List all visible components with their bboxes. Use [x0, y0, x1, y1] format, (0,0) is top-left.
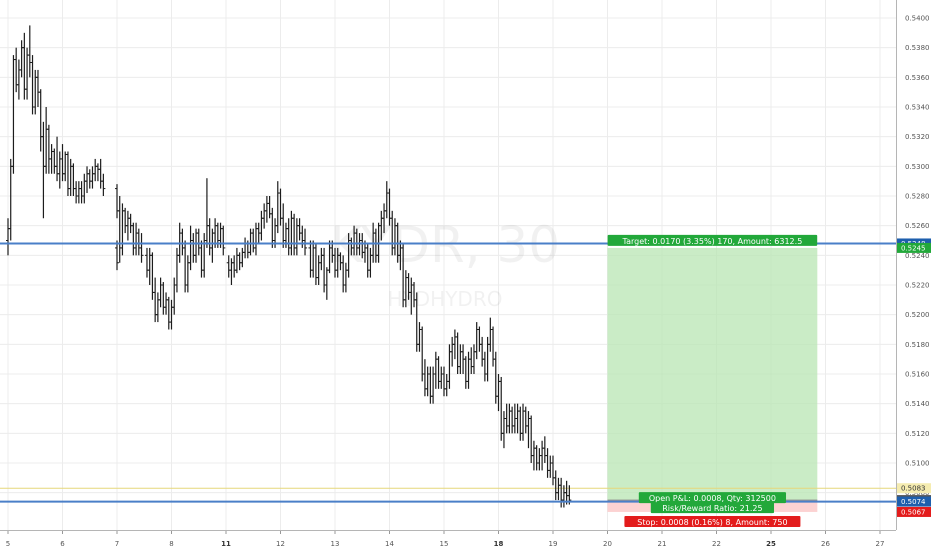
x-tick-label: 21 [658, 540, 667, 548]
y-tick-label: 0.5340 [905, 104, 930, 112]
stop-label-bg [624, 515, 801, 527]
x-tick-label: 27 [876, 540, 885, 548]
x-tick-label: 12 [276, 540, 285, 548]
y-tick-label: 0.5200 [905, 311, 930, 319]
y-tick-label: 0.5100 [905, 460, 930, 468]
position-labels: Target: 0.0170 (3.35%) 170, Amount: 6312… [607, 234, 818, 527]
target-zone[interactable] [607, 247, 818, 501]
x-tick-label: 11 [221, 540, 231, 548]
ohlc-bars [6, 25, 572, 508]
price-tag-label: 0.5074 [901, 498, 926, 506]
target-label-bg [607, 234, 818, 246]
x-tick-label: 22 [712, 540, 721, 548]
risk-reward-label-bg [650, 502, 775, 514]
y-tick-label: 0.5320 [905, 133, 930, 141]
x-tick-label: 6 [60, 540, 65, 548]
y-tick-label: 0.5260 [905, 222, 930, 230]
stop-label: Stop: 0.0008 (0.16%) 8, Amount: 750 [637, 518, 787, 527]
x-tick-label: 8 [169, 540, 173, 548]
open-pnl-label: Open P&L: 0.0008, Qty: 312500 [649, 494, 776, 503]
x-tick-label: 20 [603, 540, 612, 548]
x-tick-label: 19 [549, 540, 558, 548]
x-tick-label: 5 [6, 540, 10, 548]
target-label: Target: 0.0170 (3.35%) 170, Amount: 6312… [622, 237, 803, 246]
risk-reward-label: Risk/Reward Ratio: 21.25 [662, 504, 762, 513]
price-tag-bg [897, 242, 931, 253]
price-tag-bg [897, 483, 931, 494]
price-tag-label: 0.5083 [901, 485, 926, 493]
price-tag-label: 0.5067 [901, 508, 926, 516]
y-tick-label: 0.5120 [905, 430, 930, 438]
x-tick-label: 26 [821, 540, 830, 548]
y-tick-label: 0.5360 [905, 74, 930, 82]
y-tick-label: 0.5220 [905, 282, 930, 290]
x-tick-label: 13 [331, 540, 340, 548]
x-tick-label: 7 [115, 540, 119, 548]
y-tick-label: 0.5400 [905, 15, 930, 23]
y-tick-label: 0.5180 [905, 341, 930, 349]
y-tick-label: 0.5280 [905, 193, 930, 201]
x-tick-label: 14 [385, 540, 394, 548]
x-tick-label: 18 [494, 540, 504, 548]
y-tick-label: 0.5300 [905, 163, 930, 171]
y-tick-label: 0.5160 [905, 371, 930, 379]
price-tag-label: 0.5245 [901, 244, 926, 252]
y-tick-label: 0.5240 [905, 252, 930, 260]
open-pnl-label-bg [638, 492, 787, 504]
x-tick-label: 15 [440, 540, 449, 548]
y-tick-label: 0.5140 [905, 400, 930, 408]
price-tag-bg [897, 506, 931, 517]
y-tick-label: 0.5380 [905, 44, 930, 52]
price-tag-bg [897, 496, 931, 507]
x-tick-label: 25 [766, 540, 776, 548]
watermark-exchange: HYDHYDRO [388, 287, 503, 311]
